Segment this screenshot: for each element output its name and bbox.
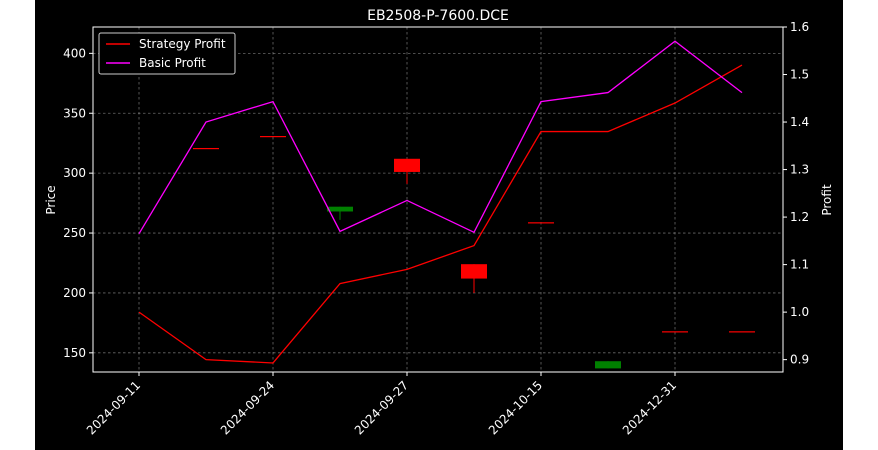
y-tick-label-left-4: 350 [63, 106, 86, 120]
y-tick-label-right-7: 1.6 [790, 20, 809, 34]
y-tick-label-right-5: 1.4 [790, 115, 809, 129]
y-tick-label-left-0: 150 [63, 346, 86, 360]
y-tick-label-left-5: 400 [63, 46, 86, 60]
legend: Strategy Profit Basic Profit [98, 32, 236, 75]
grid-lines [93, 27, 783, 372]
y-tick-label-right-4: 1.3 [790, 163, 809, 177]
y-tick-label-left-1: 200 [63, 286, 86, 300]
plot-frame [92, 26, 784, 373]
y-axis-left-label: Price [44, 185, 58, 214]
candle-body-8 [729, 331, 755, 333]
candle-body-7 [662, 331, 688, 333]
candle-body-0 [193, 147, 219, 150]
left-axis: 150 200 250 300 350 400 [63, 46, 93, 360]
y-tick-label-right-6: 1.5 [790, 68, 809, 82]
candlesticks [193, 136, 755, 369]
candle-body-6 [595, 361, 621, 369]
y-axis-right-label: Profit [820, 184, 834, 216]
y-tick-label-right-2: 1.1 [790, 258, 809, 272]
chart-title: EB2508-P-7600.DCE [367, 8, 509, 24]
y-tick-label-right-3: 1.2 [790, 210, 809, 224]
candle-body-3 [394, 158, 420, 172]
candle-body-4 [461, 264, 487, 279]
legend-label-basic-profit: Basic Profit [139, 56, 206, 70]
legend-box [98, 32, 236, 75]
y-tick-label-right-0: 0.9 [790, 353, 809, 367]
candle-body-2 [327, 206, 353, 212]
y-tick-label-left-3: 300 [63, 166, 86, 180]
y-tick-label-left-2: 250 [63, 226, 86, 240]
y-tick-label-right-1: 1.0 [790, 305, 809, 319]
series-line-0 [138, 64, 743, 364]
series-line-1 [138, 40, 743, 235]
plot-area [93, 27, 783, 372]
legend-label-strategy-profit: Strategy Profit [139, 37, 226, 51]
candle-body-5 [528, 222, 554, 224]
right-axis: 0.9 1.0 1.1 1.2 1.3 1.4 1.5 1.6 [783, 20, 809, 367]
candle-body-1 [260, 136, 286, 138]
profit-series [138, 40, 743, 364]
